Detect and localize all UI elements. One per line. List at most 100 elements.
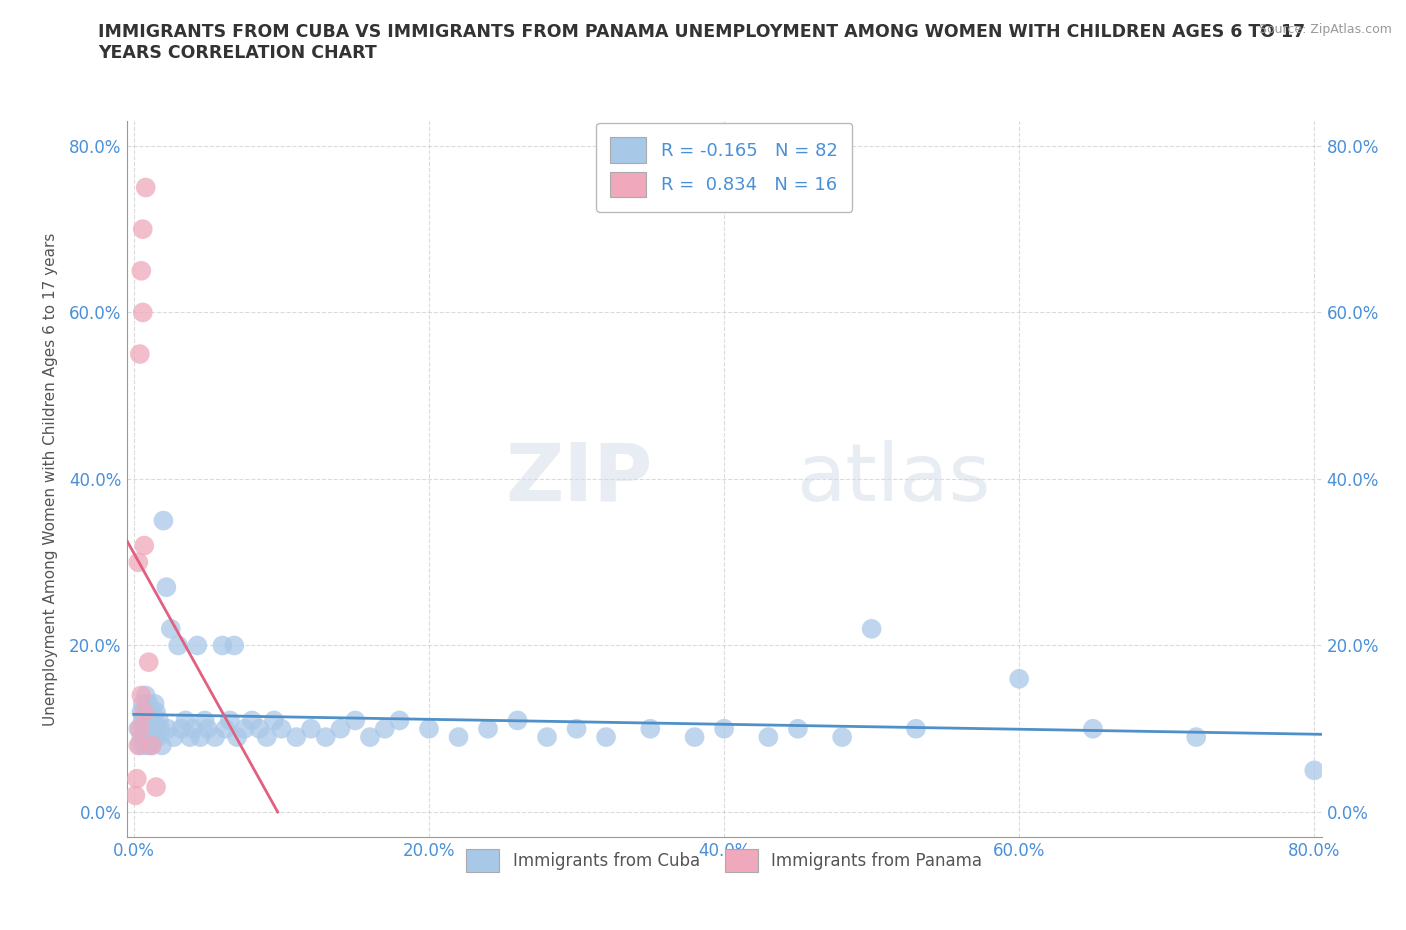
Point bbox=[135, 180, 157, 195]
Point bbox=[145, 705, 167, 720]
Point bbox=[170, 722, 193, 737]
Point bbox=[315, 730, 337, 745]
Point bbox=[565, 722, 588, 737]
Point bbox=[179, 730, 201, 745]
Point bbox=[904, 722, 927, 737]
Point bbox=[134, 738, 156, 753]
Text: IMMIGRANTS FROM CUBA VS IMMIGRANTS FROM PANAMA UNEMPLOYMENT AMONG WOMEN WITH CHI: IMMIGRANTS FROM CUBA VS IMMIGRANTS FROM … bbox=[98, 23, 1306, 62]
Point bbox=[270, 722, 292, 737]
Point bbox=[132, 713, 155, 728]
Point bbox=[477, 722, 499, 737]
Point bbox=[132, 305, 155, 320]
Point bbox=[124, 788, 146, 803]
Legend: Immigrants from Cuba, Immigrants from Panama: Immigrants from Cuba, Immigrants from Pa… bbox=[460, 842, 988, 879]
Point bbox=[135, 688, 157, 703]
Point bbox=[256, 730, 278, 745]
Point bbox=[233, 722, 256, 737]
Point bbox=[129, 730, 152, 745]
Point bbox=[134, 538, 156, 553]
Text: atlas: atlas bbox=[796, 440, 990, 518]
Point bbox=[139, 730, 162, 745]
Point bbox=[128, 347, 150, 362]
Point bbox=[418, 722, 440, 737]
Point bbox=[214, 722, 236, 737]
Point bbox=[174, 713, 197, 728]
Point bbox=[136, 705, 159, 720]
Point bbox=[145, 779, 167, 794]
Point bbox=[155, 579, 177, 594]
Point bbox=[127, 738, 149, 753]
Point bbox=[374, 722, 396, 737]
Point bbox=[145, 722, 167, 737]
Point bbox=[1008, 671, 1031, 686]
Point bbox=[136, 722, 159, 737]
Point bbox=[595, 730, 617, 745]
Point bbox=[142, 722, 165, 737]
Point bbox=[299, 722, 322, 737]
Point bbox=[142, 713, 165, 728]
Point bbox=[141, 738, 163, 753]
Point bbox=[146, 730, 169, 745]
Point bbox=[506, 713, 529, 728]
Point bbox=[447, 730, 470, 745]
Point bbox=[263, 713, 285, 728]
Point bbox=[860, 621, 883, 636]
Point bbox=[129, 688, 152, 703]
Point bbox=[388, 713, 411, 728]
Point bbox=[226, 730, 249, 745]
Point bbox=[125, 771, 148, 786]
Point bbox=[159, 621, 181, 636]
Point bbox=[138, 655, 160, 670]
Point bbox=[1081, 722, 1104, 737]
Point bbox=[134, 722, 156, 737]
Point bbox=[163, 730, 186, 745]
Point bbox=[1303, 763, 1326, 777]
Point bbox=[143, 697, 166, 711]
Text: Source: ZipAtlas.com: Source: ZipAtlas.com bbox=[1258, 23, 1392, 36]
Point bbox=[128, 738, 150, 753]
Point bbox=[756, 730, 779, 745]
Text: ZIP: ZIP bbox=[505, 440, 652, 518]
Point bbox=[211, 638, 233, 653]
Point bbox=[831, 730, 853, 745]
Point bbox=[127, 555, 149, 570]
Point bbox=[138, 738, 160, 753]
Point bbox=[132, 221, 155, 236]
Point bbox=[713, 722, 735, 737]
Point bbox=[138, 697, 160, 711]
Point bbox=[640, 722, 662, 737]
Point bbox=[143, 730, 166, 745]
Point bbox=[247, 722, 270, 737]
Point bbox=[536, 730, 558, 745]
Point bbox=[141, 738, 163, 753]
Point bbox=[181, 722, 204, 737]
Point bbox=[1185, 730, 1208, 745]
Point bbox=[285, 730, 308, 745]
Point bbox=[218, 713, 240, 728]
Point bbox=[129, 263, 152, 278]
Point bbox=[329, 722, 352, 737]
Point bbox=[224, 638, 246, 653]
Point bbox=[167, 638, 190, 653]
Point bbox=[132, 697, 155, 711]
Point bbox=[240, 713, 263, 728]
Point bbox=[127, 722, 149, 737]
Point bbox=[134, 705, 156, 720]
Point bbox=[359, 730, 381, 745]
Point bbox=[128, 722, 150, 737]
Point bbox=[149, 722, 172, 737]
Point bbox=[138, 713, 160, 728]
Point bbox=[156, 722, 179, 737]
Point bbox=[135, 730, 157, 745]
Point bbox=[129, 705, 152, 720]
Point bbox=[141, 705, 163, 720]
Point bbox=[194, 713, 217, 728]
Point bbox=[186, 638, 208, 653]
Point bbox=[344, 713, 367, 728]
Point bbox=[683, 730, 706, 745]
Point bbox=[148, 713, 170, 728]
Point bbox=[152, 513, 174, 528]
Point bbox=[197, 722, 219, 737]
Point bbox=[139, 722, 162, 737]
Point bbox=[188, 730, 211, 745]
